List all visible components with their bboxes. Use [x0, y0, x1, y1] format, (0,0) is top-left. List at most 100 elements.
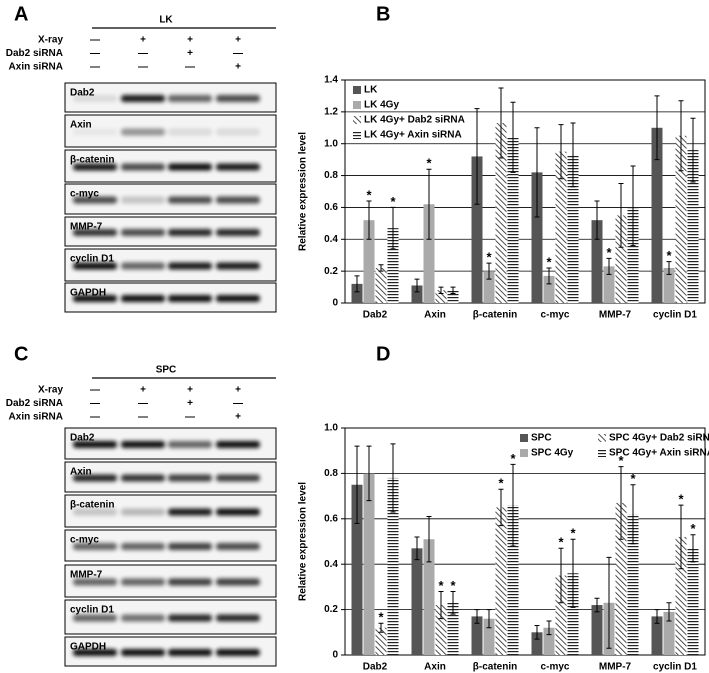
error-bar [678, 504, 684, 570]
condition-value: + [140, 35, 146, 46]
band [121, 128, 165, 136]
bar [375, 627, 387, 655]
bar [543, 627, 555, 655]
y-tick-label: 0.6 [324, 202, 338, 213]
error-bar [378, 264, 384, 272]
bar [411, 285, 423, 303]
band [73, 163, 117, 171]
legend-label: LK 4Gy+ Axin siRNA [364, 130, 462, 141]
y-axis-label: Relative expression level [298, 132, 309, 251]
error-bar [546, 267, 552, 285]
band [73, 649, 117, 656]
band [73, 229, 117, 236]
bar [447, 602, 459, 655]
bar [387, 477, 399, 655]
band [73, 474, 117, 482]
band [73, 508, 117, 516]
band [121, 295, 165, 302]
condition-value: — [90, 385, 100, 396]
condition-value: + [235, 412, 241, 423]
error-bar [546, 620, 552, 636]
error-bar [510, 463, 516, 547]
band [216, 543, 260, 550]
band [73, 543, 117, 550]
error-bar [390, 443, 396, 513]
bar [591, 605, 603, 655]
bar [471, 616, 483, 655]
significance: * [390, 194, 396, 209]
error-bar [486, 609, 492, 629]
y-tick-label: 0.2 [324, 266, 338, 277]
bar [363, 220, 375, 303]
bar [495, 507, 507, 655]
band [121, 163, 165, 171]
bar [675, 135, 687, 303]
x-tick-label: cyclin D1 [653, 662, 697, 673]
condition-value: — [138, 412, 148, 423]
condition-label: Dab2 siRNA [6, 48, 63, 59]
y-tick-label: 1.0 [324, 138, 338, 149]
condition-label: X-ray [38, 385, 63, 396]
legend-swatch [353, 131, 361, 139]
band [168, 614, 212, 622]
bar [615, 215, 627, 303]
panel-label: A [14, 3, 28, 25]
bar [387, 228, 399, 303]
band [121, 508, 165, 516]
band [216, 229, 260, 236]
error-bar [438, 286, 444, 294]
bar [567, 573, 579, 655]
bar [471, 156, 483, 303]
x-tick-label: β-catenin [473, 662, 517, 673]
condition-value: — [138, 48, 148, 59]
significance: * [666, 248, 672, 263]
condition-value: + [140, 385, 146, 396]
error-bar [606, 257, 612, 275]
band [121, 262, 165, 270]
panel-label: D [376, 343, 390, 365]
significance: * [486, 250, 492, 265]
significance: * [606, 245, 612, 260]
band [216, 95, 260, 102]
band-label: Dab2 [70, 433, 95, 444]
band [121, 229, 165, 236]
band-label: c-myc [70, 189, 99, 200]
group-label: LK [159, 15, 173, 26]
condition-value: — [90, 398, 100, 409]
error-bar [630, 165, 636, 247]
band [121, 196, 165, 204]
band-label: c-myc [70, 535, 99, 546]
y-tick-label: 0.4 [324, 234, 338, 245]
band [121, 543, 165, 550]
band [216, 262, 260, 270]
bar [567, 154, 579, 303]
error-bar [486, 262, 492, 280]
legend-label: SPC 4Gy [531, 448, 574, 459]
band [216, 578, 260, 586]
legend-label: LK [364, 85, 378, 96]
error-bar [366, 445, 372, 502]
band [73, 578, 117, 586]
bar [375, 267, 387, 303]
condition-value: — [90, 62, 100, 73]
y-tick-label: 0.2 [324, 604, 338, 615]
band [121, 95, 165, 102]
legend-swatch [353, 101, 361, 109]
significance: * [678, 492, 684, 507]
error-bar [570, 538, 576, 608]
y-tick-label: 0 [332, 650, 338, 661]
y-tick-label: 0.4 [324, 559, 338, 570]
y-tick-label: 0 [332, 298, 338, 309]
error-bar [366, 200, 372, 240]
significance: * [630, 471, 636, 486]
error-bar [414, 536, 420, 561]
error-bar [354, 275, 360, 293]
band-label: cyclin D1 [70, 254, 114, 265]
band [216, 649, 260, 656]
bar [351, 484, 363, 655]
legend-swatch [520, 434, 528, 442]
band-label: β-catenin [70, 500, 114, 511]
bar [591, 220, 603, 303]
error-bar [654, 95, 660, 161]
bar [423, 204, 435, 303]
